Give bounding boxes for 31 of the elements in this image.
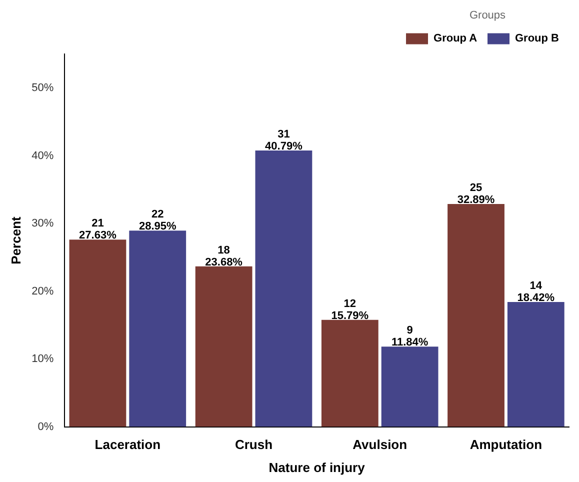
x-tick-label: Laceration bbox=[94, 437, 161, 452]
data-label: 9 11.84% bbox=[391, 324, 428, 349]
x-tick-label: Amputation bbox=[470, 437, 542, 452]
bar bbox=[129, 230, 186, 427]
y-tick-label: 0% bbox=[38, 420, 54, 433]
bar bbox=[448, 204, 504, 427]
data-label: 18 23.68% bbox=[205, 244, 243, 268]
bar bbox=[321, 320, 378, 427]
data-label: 22 28.95% bbox=[138, 208, 176, 233]
x-tick-label: Crush bbox=[234, 437, 273, 452]
y-axis-title: Percent bbox=[8, 216, 24, 264]
y-tick-label: 20% bbox=[32, 285, 54, 298]
data-label: 21 27.63% bbox=[79, 218, 117, 242]
x-axis-title: Nature of injury bbox=[268, 460, 366, 475]
data-label: 12 15.79% bbox=[331, 298, 369, 322]
x-tick-label: Avulsion bbox=[352, 437, 408, 452]
data-label: 14 18.42% bbox=[517, 280, 555, 304]
data-label: 31 40.79% bbox=[265, 128, 303, 152]
legend-title: Groups bbox=[469, 10, 506, 22]
bar bbox=[69, 240, 126, 427]
bar bbox=[381, 346, 438, 427]
legend-label: Group B bbox=[515, 32, 560, 45]
y-tick-label: 40% bbox=[32, 150, 54, 162]
bar bbox=[255, 150, 312, 427]
data-label: 25 32.89% bbox=[457, 182, 495, 206]
y-tick-label: 10% bbox=[32, 353, 54, 366]
bar bbox=[195, 266, 252, 427]
bar bbox=[507, 302, 564, 427]
y-tick-label: 50% bbox=[32, 82, 54, 94]
legend-label: Group A bbox=[434, 32, 478, 45]
y-tick-label: 30% bbox=[32, 218, 54, 230]
